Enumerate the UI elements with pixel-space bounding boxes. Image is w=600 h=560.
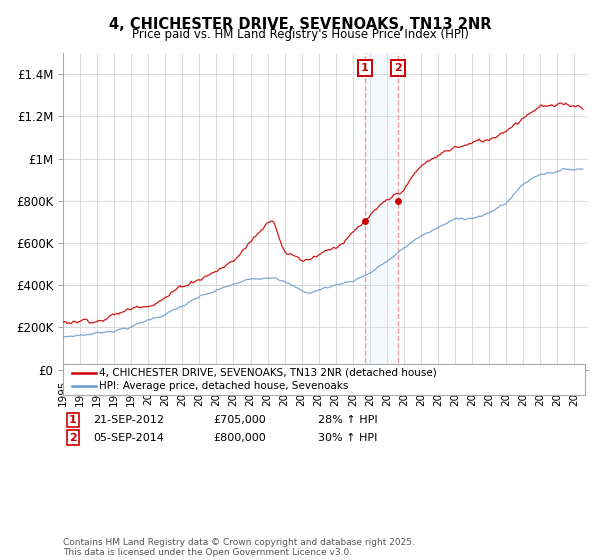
Text: 30% ↑ HPI: 30% ↑ HPI xyxy=(318,433,377,443)
Text: HPI: Average price, detached house, Sevenoaks: HPI: Average price, detached house, Seve… xyxy=(99,381,349,391)
Text: 4, CHICHESTER DRIVE, SEVENOAKS, TN13 2NR (detached house): 4, CHICHESTER DRIVE, SEVENOAKS, TN13 2NR… xyxy=(99,367,437,377)
Bar xyxy=(365,53,398,370)
Text: Price paid vs. HM Land Registry's House Price Index (HPI): Price paid vs. HM Land Registry's House … xyxy=(131,28,469,41)
Text: 28% ↑ HPI: 28% ↑ HPI xyxy=(318,415,377,425)
Text: 2: 2 xyxy=(69,433,77,443)
Text: Contains HM Land Registry data © Crown copyright and database right 2025.
This d: Contains HM Land Registry data © Crown c… xyxy=(63,538,415,557)
Text: 4, CHICHESTER DRIVE, SEVENOAKS, TN13 2NR: 4, CHICHESTER DRIVE, SEVENOAKS, TN13 2NR xyxy=(109,17,491,32)
Text: 1: 1 xyxy=(69,415,77,425)
Text: 1: 1 xyxy=(361,63,369,73)
Text: 21-SEP-2012: 21-SEP-2012 xyxy=(93,415,164,425)
Text: £705,000: £705,000 xyxy=(213,415,266,425)
Text: 2: 2 xyxy=(394,63,402,73)
Text: £800,000: £800,000 xyxy=(213,433,266,443)
Text: 05-SEP-2014: 05-SEP-2014 xyxy=(93,433,164,443)
